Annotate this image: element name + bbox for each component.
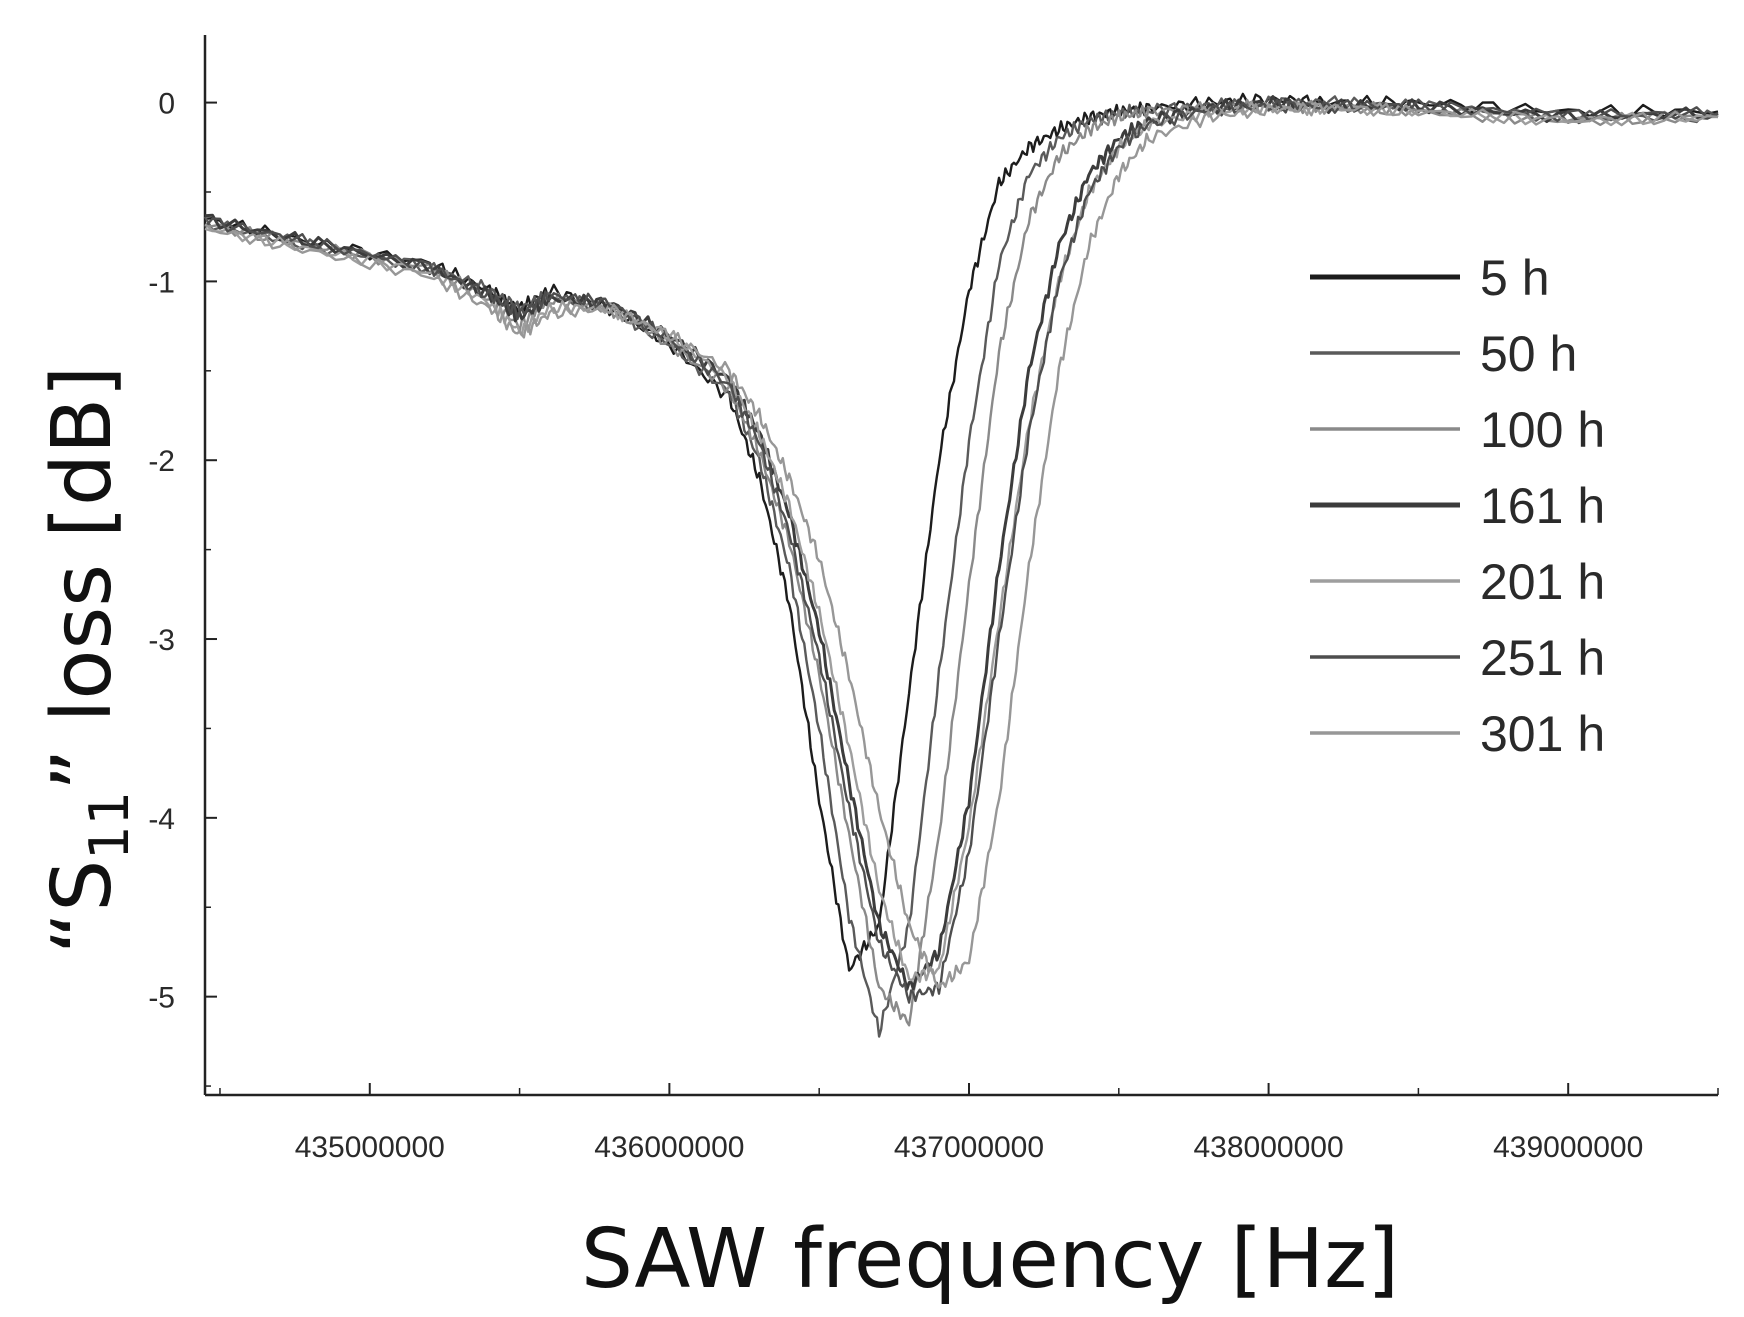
chart-series [203, 92, 1719, 1038]
chart-axes: 0 -1 -2 -3 -4 -5 435000000 436000000 437000000 43… [148, 35, 1719, 1164]
x-tick-label: 437000000 [894, 1131, 1044, 1164]
legend-label: 5 h [1480, 250, 1550, 306]
x-tick-label: 439000000 [1493, 1131, 1643, 1164]
x-tick-label: 436000000 [594, 1131, 744, 1164]
y-tick-label: -1 [148, 266, 175, 299]
x-tick-label: 435000000 [295, 1131, 445, 1164]
y-axis-title: “S11” loss [dB] [35, 366, 141, 955]
y-axis-title-prefix: “S [35, 860, 130, 955]
series-line [204, 98, 1719, 1004]
y-tick-label: -2 [148, 445, 175, 478]
x-tick-label: 438000000 [1194, 1131, 1344, 1164]
x-axis-title: SAW frequency [Hz] [581, 1212, 1399, 1307]
legend-label: 251 h [1480, 630, 1605, 686]
y-tick-label: -5 [148, 982, 175, 1015]
series-line [204, 101, 1719, 989]
y-tick-label: -4 [148, 803, 175, 836]
chart-legend: 5 h 50 h 100 h 161 h 201 h 251 h 301 h [1310, 250, 1605, 762]
y-axis-title-suffix: ” loss [dB] [35, 366, 130, 791]
series-line [204, 95, 1719, 991]
legend-label: 50 h [1480, 326, 1577, 382]
legend-label: 201 h [1480, 554, 1605, 610]
legend-label: 301 h [1480, 706, 1605, 762]
legend-label: 161 h [1480, 478, 1605, 534]
legend-label: 100 h [1480, 402, 1605, 458]
y-tick-label: 0 [158, 88, 175, 121]
y-tick-label: -3 [148, 624, 175, 657]
y-axis-title-subscript: 11 [78, 791, 141, 860]
series-line [204, 100, 1719, 983]
